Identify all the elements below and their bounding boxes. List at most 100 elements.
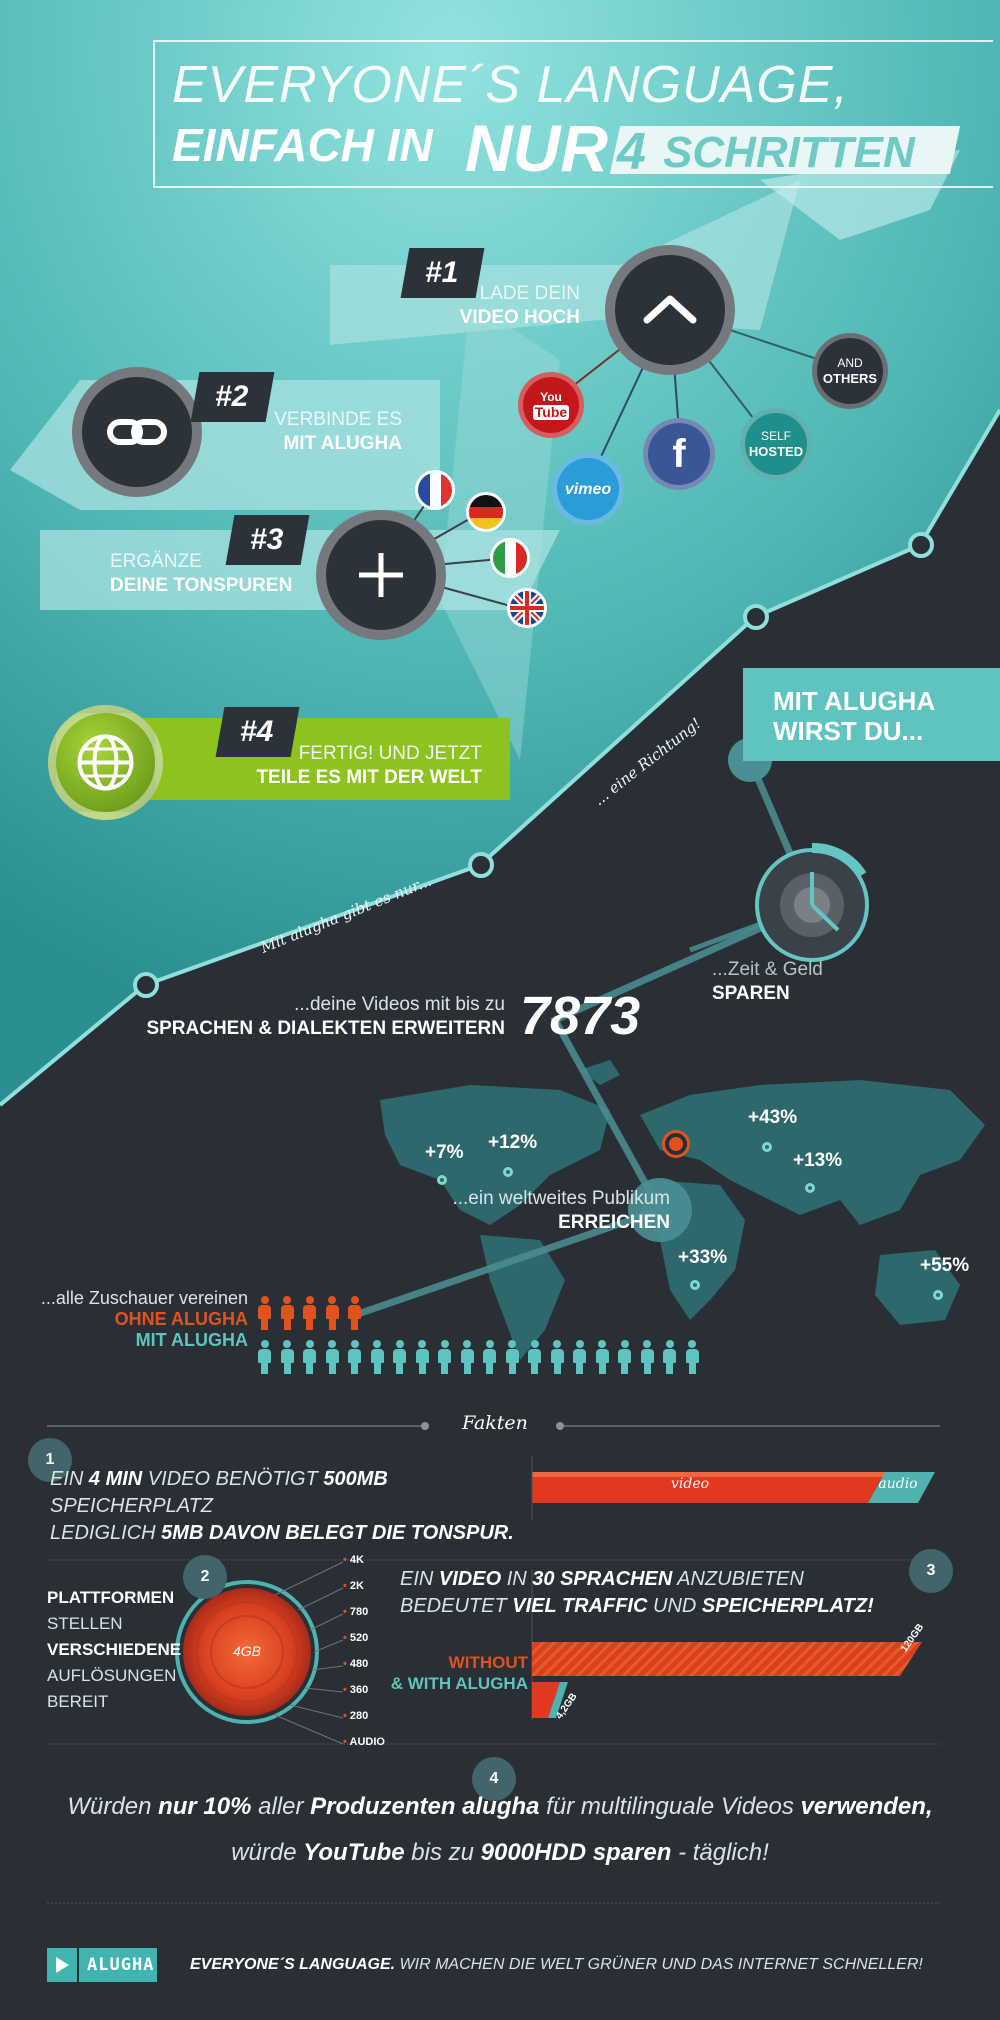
person-icon xyxy=(483,1340,496,1374)
step-1-line-2: VIDEO HOCH xyxy=(459,307,580,328)
self-hosted-bottom: HOSTED xyxy=(748,444,804,459)
with-label: & WITH ALUGHA xyxy=(390,1674,528,1693)
map-dot xyxy=(805,1183,815,1193)
audience-bold: ERREICHEN xyxy=(558,1212,670,1233)
person-icon xyxy=(438,1340,451,1374)
languages-light: ...deine Videos mit bis zu xyxy=(294,994,505,1015)
fact-4-text-part: verwenden, xyxy=(800,1793,933,1820)
fact-3-text: EIN VIDEO IN 30 SPRACHEN ANZUBIETEN BEDE… xyxy=(400,1566,920,1620)
youtube-button[interactable]: You Tube xyxy=(518,372,584,438)
fact-4-text-part: aller xyxy=(251,1793,311,1820)
resolution-label: • 2K xyxy=(343,1580,364,1592)
fact-4-text-part: Produzenten alugha xyxy=(310,1793,540,1820)
diagonal-marker xyxy=(743,604,769,630)
france-flag-icon[interactable] xyxy=(415,470,455,510)
upload-button[interactable] xyxy=(605,245,735,375)
play-icon xyxy=(47,1948,79,1982)
title-frame xyxy=(153,40,993,188)
person-icon xyxy=(573,1340,586,1374)
languages-bold: SPRACHEN & DIALEKTEN ERWEITERN xyxy=(146,1018,505,1039)
percentage-label: +33% xyxy=(678,1247,728,1268)
map-dot xyxy=(933,1290,943,1300)
link-button[interactable] xyxy=(72,367,202,497)
save-light: ...Zeit & Geld xyxy=(712,959,823,980)
title-number: 4 xyxy=(617,123,646,181)
self-hosted-top: SELF xyxy=(760,429,791,443)
map-dot xyxy=(503,1167,513,1177)
fact-3-text-part: VIEL TRAFFIC xyxy=(512,1595,648,1617)
resolution-label: • 780 xyxy=(343,1606,369,1618)
step-3-line-1: ERGÄNZE xyxy=(110,551,202,572)
audience-light: ...ein weltweites Publikum xyxy=(452,1188,670,1209)
footer-tagline-rest: WIR MACHEN DIE WELT GRÜNER UND DAS INTER… xyxy=(395,1956,923,1973)
plus-icon xyxy=(359,553,403,597)
italy-flag-icon[interactable] xyxy=(490,538,530,578)
step-4-ribbon xyxy=(120,718,510,800)
vimeo-icon: vimeo xyxy=(564,480,612,498)
fact-4-text-part: YouTube xyxy=(303,1839,405,1866)
fact-3-text-part: ANZUBIETEN xyxy=(672,1568,804,1590)
fact-3-legend: WITHOUT & WITH ALUGHA xyxy=(390,1652,528,1694)
germany-flag-icon[interactable] xyxy=(466,492,506,532)
link-icon xyxy=(107,419,167,445)
fact-4-text-part: 9000HDD sparen xyxy=(480,1839,672,1866)
fact-4-text-part: bis zu xyxy=(404,1839,481,1866)
person-icon xyxy=(258,1340,271,1374)
viewers-light: ...alle Zuschauer vereinen xyxy=(40,1288,248,1308)
resolution-label: • 280 xyxy=(343,1710,369,1722)
upload-chevron-icon xyxy=(643,295,697,324)
diagonal-marker xyxy=(468,852,494,878)
person-icon xyxy=(528,1340,541,1374)
fact-3-text-part: BEDEUTET xyxy=(400,1595,513,1617)
fact-1-text-part: 500MB xyxy=(323,1468,388,1490)
title-nur: NUR xyxy=(465,111,608,185)
person-icon xyxy=(415,1340,429,1374)
person-icon xyxy=(280,1340,294,1374)
person-icon xyxy=(325,1296,339,1330)
people-with-row xyxy=(258,1340,708,1374)
fact-4-text-part: - täglich! xyxy=(671,1839,769,1866)
vimeo-button[interactable]: vimeo xyxy=(552,453,624,525)
result-heading-line-1: MIT ALUGHA xyxy=(773,686,936,716)
resolution-label: • 520 xyxy=(343,1632,369,1644)
add-audio-button[interactable] xyxy=(316,510,446,640)
fact-3-text-part: 30 SPRACHEN xyxy=(532,1568,673,1590)
title-line-1: EVERYONE´S LANGUAGE, xyxy=(172,56,849,114)
fact-4-text-part: für multilinguale Videos xyxy=(539,1793,801,1820)
facts-heading: Fakten xyxy=(462,1412,528,1434)
result-heading-line-2: WIRST DU... xyxy=(773,716,924,746)
fact-2-text-line: STELLEN xyxy=(47,1614,123,1633)
percentage-label: +55% xyxy=(920,1255,970,1276)
person-icon xyxy=(505,1340,519,1374)
save-bold: SPAREN xyxy=(712,983,790,1004)
step-1-line-1: LADE DEIN xyxy=(479,283,580,304)
fact-1-text: EIN 4 MIN VIDEO BENÖTIGT 500MB SPEICHERP… xyxy=(50,1466,530,1547)
facebook-button[interactable]: f xyxy=(643,418,715,490)
step-4-text: FERTIG! UND JETZT TEILE ES MIT DER WELT xyxy=(200,742,482,790)
share-button[interactable] xyxy=(48,705,163,820)
fact-2-text-line: BEREIT xyxy=(47,1692,109,1711)
fact-4-text-part: würde xyxy=(231,1839,304,1866)
step-2-line-2: MIT ALUGHA xyxy=(283,433,402,454)
step-2-line-1: VERBINDE ES xyxy=(274,409,402,430)
audience-text: ...ein weltweites Publikum ERREICHEN xyxy=(430,1187,670,1235)
others-button[interactable]: AND OTHERS xyxy=(812,333,888,409)
with-alugha-label: MIT ALUGHA xyxy=(135,1330,248,1350)
youtube-tube: Tube xyxy=(532,404,570,420)
resolution-label: • AUDIO xyxy=(343,1736,385,1748)
person-icon xyxy=(640,1340,654,1374)
others-top: AND xyxy=(837,356,863,370)
resolution-label: • 480 xyxy=(343,1658,369,1670)
percentage-label: +12% xyxy=(488,1132,538,1153)
alugha-logo[interactable]: ALUGHA xyxy=(47,1948,157,1982)
step-2-text: VERBINDE ES MIT ALUGHA xyxy=(200,408,402,456)
person-icon xyxy=(303,1340,316,1374)
self-hosted-button[interactable]: SELF HOSTED xyxy=(740,408,812,480)
fact-4-text: Würden nur 10% aller Produzenten alugha … xyxy=(40,1784,960,1876)
uk-flag-icon[interactable] xyxy=(507,588,547,628)
fact-1-text-part: EIN xyxy=(50,1468,89,1490)
title-schritten: SCHRITTEN xyxy=(663,128,915,177)
person-icon xyxy=(663,1340,676,1374)
youtube-you: You xyxy=(540,390,562,404)
